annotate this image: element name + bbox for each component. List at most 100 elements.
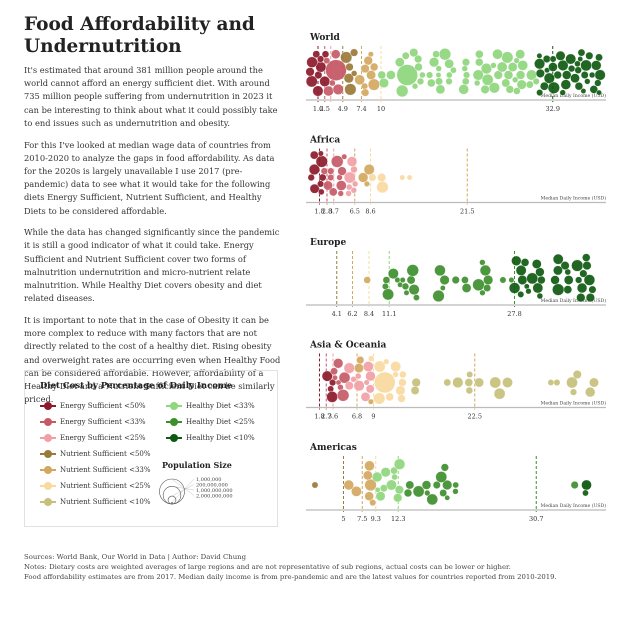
country-bubble <box>320 167 328 175</box>
country-bubble <box>450 66 457 74</box>
country-bubble <box>463 71 471 79</box>
country-bubble <box>580 59 592 72</box>
country-bubble <box>512 76 519 83</box>
country-bubble <box>410 386 420 395</box>
country-bubble <box>560 79 572 90</box>
country-bubble <box>577 56 584 62</box>
country-bubble <box>327 174 335 181</box>
country-bubble <box>394 485 404 495</box>
country-bubble <box>306 75 318 88</box>
country-bubble <box>361 82 369 90</box>
chart-title: Americas <box>309 443 357 453</box>
country-bubble <box>438 48 452 61</box>
country-bubble <box>328 187 338 197</box>
legend-label: Energy Sufficient <50% <box>60 402 146 410</box>
country-bubble <box>499 276 507 284</box>
chart-title: Europe <box>310 238 346 248</box>
country-bubble <box>557 59 569 71</box>
country-bubble <box>309 150 319 160</box>
country-bubble <box>461 283 472 293</box>
country-bubble <box>461 65 468 72</box>
country-bubble <box>434 264 446 277</box>
country-bubble <box>344 83 357 96</box>
country-bubble <box>426 71 434 79</box>
country-bubble <box>550 275 560 285</box>
country-bubble <box>552 253 564 265</box>
country-bubble <box>345 62 354 72</box>
x-axis-label: Median Daily Income (USD) <box>541 502 607 509</box>
footer-notes-2: Food affordability estimates are from 20… <box>24 573 557 582</box>
country-bubble <box>526 272 539 285</box>
country-bubble <box>416 77 425 85</box>
threshold-label: 2.7 <box>321 413 331 421</box>
country-bubble <box>466 371 474 378</box>
threshold-label: 6.8 <box>352 413 362 421</box>
country-bubble <box>323 85 334 97</box>
country-bubble <box>360 64 370 74</box>
country-bubble <box>569 388 577 396</box>
country-bubble <box>362 470 373 481</box>
country-bubble <box>547 81 560 94</box>
threshold-label: 1.8 <box>314 413 324 421</box>
legend-label: Nutrient Sufficient <10% <box>60 498 151 506</box>
country-bubble <box>553 265 563 276</box>
country-bubble <box>405 480 415 490</box>
country-bubble <box>452 376 464 389</box>
country-bubble <box>306 67 315 77</box>
country-bubble <box>580 88 587 94</box>
country-bubble <box>367 51 374 58</box>
country-bubble <box>483 275 494 285</box>
country-bubble <box>406 174 413 181</box>
country-bubble <box>549 55 557 63</box>
country-bubble <box>479 289 486 296</box>
country-bubble <box>336 180 347 191</box>
country-bubble <box>511 255 522 266</box>
country-bubble <box>583 274 596 286</box>
country-bubble <box>559 89 566 96</box>
country-bubble <box>327 385 334 393</box>
country-bubble <box>565 53 577 65</box>
country-bubble <box>368 355 375 362</box>
country-bubble <box>501 51 514 64</box>
country-bubble <box>520 258 530 267</box>
country-bubble <box>588 71 596 79</box>
country-bubble <box>427 78 436 88</box>
country-bubble <box>553 379 561 386</box>
country-bubble <box>581 479 592 491</box>
threshold-label: 27.8 <box>507 310 521 318</box>
chart-title: World <box>309 33 341 43</box>
country-bubble <box>343 479 354 491</box>
country-bubble <box>330 49 341 59</box>
country-bubble <box>354 74 365 86</box>
country-bubble <box>589 377 599 388</box>
country-bubble <box>429 57 440 68</box>
country-bubble <box>432 481 441 489</box>
legend-swatch <box>40 433 56 443</box>
legend-label: Healthy Diet <25% <box>186 418 255 426</box>
country-bubble <box>350 187 357 194</box>
country-bubble <box>472 278 485 291</box>
country-bubble <box>501 78 511 88</box>
country-bubble <box>461 77 470 86</box>
threshold-label: 22.5 <box>468 413 482 421</box>
country-bubble <box>390 361 402 372</box>
country-bubble <box>596 89 602 96</box>
country-bubble <box>367 78 380 91</box>
country-bubble <box>399 174 406 181</box>
country-bubble <box>572 370 582 379</box>
country-bubble <box>488 82 500 94</box>
country-bubble <box>358 172 369 183</box>
country-bubble <box>493 70 503 80</box>
country-bubble <box>474 79 481 87</box>
country-bubble <box>376 181 389 194</box>
legend-label: Energy Sufficient <25% <box>60 434 146 442</box>
country-bubble <box>323 180 333 191</box>
country-bubble <box>535 68 545 78</box>
country-bubble <box>579 269 588 278</box>
population-circle <box>162 486 182 505</box>
country-bubble <box>346 156 358 167</box>
legend-swatch <box>166 401 182 411</box>
threshold-label: 6.2 <box>347 310 357 318</box>
country-bubble <box>585 293 595 303</box>
x-axis-label: Median Daily Income (USD) <box>541 297 607 304</box>
